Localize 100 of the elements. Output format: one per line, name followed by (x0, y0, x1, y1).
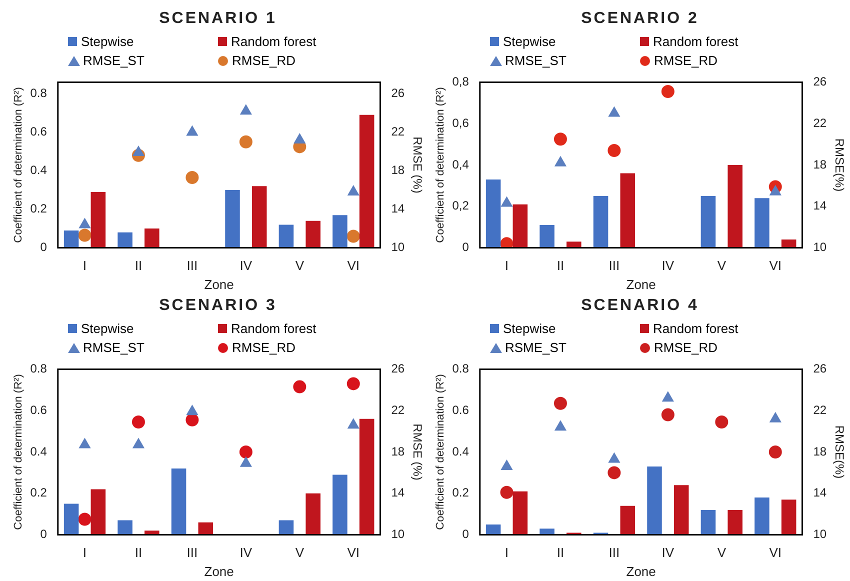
x-tick-label: I (82, 258, 87, 274)
bar (198, 522, 214, 535)
point (186, 126, 198, 136)
y-tick-label: 0.4 (30, 163, 48, 178)
bar (90, 192, 106, 248)
legend-label: RMSE_RD (654, 53, 718, 68)
point (79, 438, 90, 448)
point (608, 466, 621, 480)
bar (225, 190, 240, 248)
legend-label: Random forest (231, 34, 316, 49)
x-tick-label: V (295, 258, 304, 274)
x-tick-label: VI (347, 545, 360, 560)
bar (620, 506, 636, 535)
bar (252, 186, 267, 248)
point (348, 418, 360, 429)
x-tick-label: I (82, 545, 87, 560)
point (662, 392, 674, 402)
point (294, 133, 306, 144)
x-axis-title: Zone (204, 276, 234, 292)
point (770, 185, 782, 196)
point (78, 228, 92, 242)
legend-label: Random forest (231, 321, 316, 336)
legend-label: Stepwise (81, 321, 134, 336)
x-tick-label: II (134, 258, 142, 274)
x-tick-label: VI (769, 545, 782, 560)
point (554, 156, 566, 166)
x-axis-title: Zone (626, 564, 656, 579)
bar (278, 224, 294, 248)
point (608, 106, 620, 117)
bar (781, 500, 796, 535)
point (661, 85, 674, 98)
point (501, 196, 512, 207)
point (240, 104, 252, 115)
y2-axis-title: RMSE(%) (832, 425, 846, 479)
point (608, 144, 621, 158)
y2-tick-label: 14 (391, 202, 405, 216)
x-tick-label: III (608, 258, 620, 274)
legend-label: RMSE_ST (83, 53, 144, 68)
y-tick-label: 0.2 (452, 486, 470, 500)
point (293, 380, 306, 394)
point (186, 171, 199, 184)
y2-tick-label: 18 (391, 444, 405, 458)
y2-tick-label: 26 (813, 362, 827, 376)
point (715, 415, 728, 428)
x-tick-label: V (717, 545, 726, 560)
y2-tick-label: 14 (391, 486, 405, 500)
y-tick-label: 0.6 (452, 402, 470, 417)
y-tick-label: 0.8 (30, 86, 48, 100)
bar (171, 468, 186, 535)
y2-tick-label: 14 (813, 198, 827, 213)
bar (700, 196, 716, 248)
bar (306, 493, 320, 535)
y-tick-label: 0,4 (452, 157, 470, 172)
point (501, 460, 512, 470)
y2-axis-title: RMSE (%) (410, 424, 424, 480)
y-tick-label: 0.2 (30, 202, 48, 216)
point (78, 512, 92, 526)
chart-title: SCENARIO 3 (158, 296, 278, 316)
bar (118, 520, 132, 535)
bar (674, 485, 689, 535)
legend-label: RMSE_ST (83, 340, 144, 355)
bar (359, 114, 374, 248)
bar (118, 232, 132, 248)
y-axis-title: Coefficient of determination (R²) (434, 374, 447, 530)
bar (278, 520, 294, 535)
x-tick-label: IV (240, 258, 252, 274)
legend-label: RMSE_RD (654, 340, 718, 355)
bar (306, 220, 320, 248)
point (500, 237, 514, 248)
legend-label: Stepwise (81, 34, 134, 49)
point (346, 377, 360, 390)
y2-tick-label: 22 (813, 116, 827, 130)
y-axis-title: Coefficient of determination (R²) (12, 374, 25, 530)
y2-tick-label: 26 (391, 86, 405, 100)
point (186, 413, 199, 426)
legend-label: Random forest (653, 321, 738, 336)
legend-label: Random forest (653, 34, 738, 49)
point (132, 438, 144, 448)
bar (540, 528, 554, 535)
legend-label: RMSE_RD (232, 340, 296, 355)
y2-tick-label: 18 (813, 157, 827, 172)
y2-tick-label: 18 (813, 444, 827, 458)
bar (64, 504, 79, 535)
x-tick-label: IV (662, 545, 674, 560)
x-tick-label: II (556, 258, 564, 274)
x-tick-label: III (186, 258, 198, 274)
bar (620, 173, 636, 248)
x-tick-label: II (556, 545, 564, 560)
y-tick-label: 0,8 (452, 74, 470, 89)
y-tick-label: 0.4 (452, 444, 470, 458)
bar (754, 498, 770, 535)
y2-axis-title: RMSE(%) (832, 138, 846, 192)
legend-label: Stepwise (503, 321, 556, 336)
bar (728, 165, 742, 248)
bar (728, 510, 742, 535)
legend-label: RMSE_RD (232, 53, 296, 68)
y-tick-label: 0.6 (30, 124, 48, 139)
x-tick-label: III (608, 545, 620, 560)
bar (700, 510, 716, 535)
y-tick-label: 0 (40, 240, 48, 254)
